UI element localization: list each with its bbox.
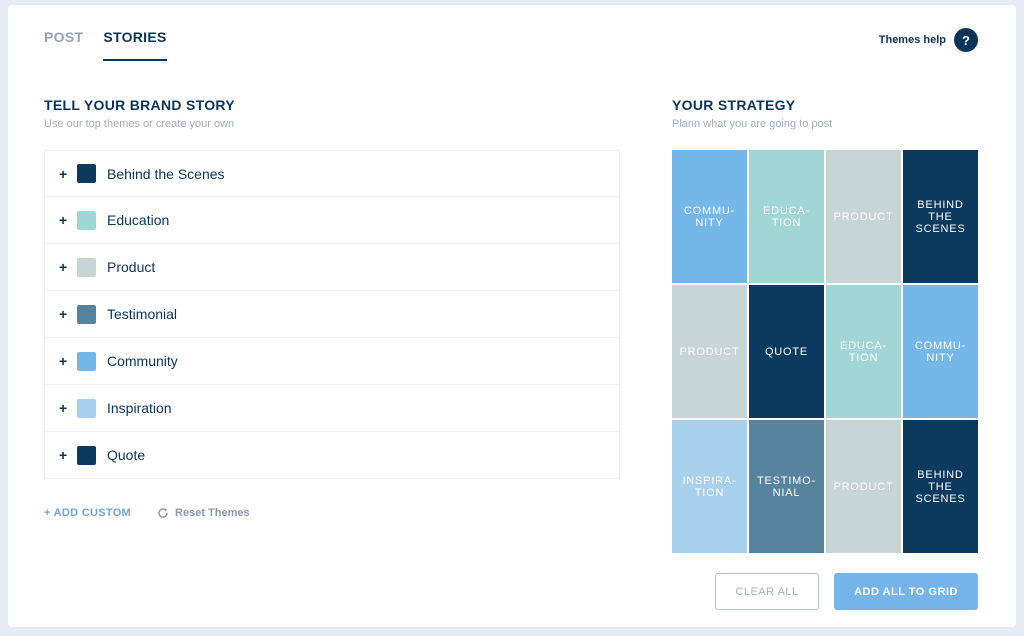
- theme-row-education[interactable]: + Education: [44, 197, 620, 244]
- theme-row-inspiration[interactable]: + Inspiration: [44, 385, 620, 432]
- tab-post[interactable]: POST: [44, 29, 84, 45]
- theme-label: Inspiration: [107, 400, 172, 416]
- theme-row-behind-the-scenes[interactable]: + Behind the Scenes: [44, 150, 620, 197]
- question-icon[interactable]: ?: [954, 28, 978, 52]
- themes-help-label: Themes help: [878, 34, 946, 46]
- grid-tile[interactable]: COMMU- NITY: [903, 285, 978, 418]
- themes-help[interactable]: Themes help ?: [879, 28, 978, 52]
- theme-swatch: [77, 257, 96, 277]
- strategy-subtitle: Plann what you are going to post: [672, 118, 833, 130]
- grid-tile[interactable]: EDUCA- TION: [749, 150, 824, 283]
- theme-actions: + ADD CUSTOM Reset Themes: [44, 507, 250, 519]
- tab-bar: POST STORIES: [44, 29, 167, 61]
- theme-row-quote[interactable]: + Quote: [44, 432, 620, 479]
- plus-icon: +: [59, 400, 68, 416]
- grid-tile[interactable]: BEHIND THE SCENES: [903, 420, 978, 553]
- strategy-grid: COMMU- NITY EDUCA- TION PRODUCT BEHIND T…: [672, 150, 978, 553]
- brand-story-subtitle: Use our top themes or create your own: [44, 118, 235, 130]
- grid-tile[interactable]: PRODUCT: [826, 420, 901, 553]
- theme-list: + Behind the Scenes + Education + Produc…: [44, 150, 620, 479]
- tab-stories[interactable]: STORIES: [103, 29, 167, 61]
- plus-icon: +: [59, 212, 68, 228]
- grid-tile[interactable]: QUOTE: [749, 285, 824, 418]
- theme-label: Product: [107, 259, 156, 275]
- grid-tile[interactable]: COMMU- NITY: [672, 150, 747, 283]
- theme-swatch: [77, 351, 96, 371]
- grid-tile[interactable]: PRODUCT: [672, 285, 747, 418]
- add-custom-button[interactable]: + ADD CUSTOM: [44, 507, 132, 519]
- theme-label: Community: [107, 353, 178, 369]
- strategy-title: YOUR STRATEGY: [672, 97, 796, 113]
- grid-tile[interactable]: BEHIND THE SCENES: [903, 150, 978, 283]
- reset-themes-label: Reset Themes: [175, 507, 250, 519]
- refresh-icon: [158, 508, 168, 518]
- themes-panel: POST STORIES Themes help ? TELL YOUR BRA…: [8, 5, 1016, 627]
- reset-themes-button[interactable]: Reset Themes: [157, 507, 250, 519]
- theme-row-testimonial[interactable]: + Testimonial: [44, 291, 620, 338]
- plus-icon: +: [59, 165, 68, 182]
- grid-tile[interactable]: INSPIRA- TION: [672, 420, 747, 553]
- plus-icon: +: [59, 353, 68, 369]
- theme-label: Behind the Scenes: [107, 165, 225, 182]
- plus-icon: +: [59, 306, 68, 322]
- theme-swatch: [77, 445, 96, 465]
- theme-label: Quote: [107, 447, 146, 463]
- add-all-to-grid-button[interactable]: ADD ALL TO GRID: [834, 573, 978, 610]
- theme-swatch: [77, 164, 96, 183]
- theme-swatch: [77, 304, 96, 324]
- theme-swatch: [77, 398, 96, 418]
- theme-row-product[interactable]: + Product: [44, 244, 620, 291]
- theme-label: Education: [107, 212, 170, 228]
- grid-tile[interactable]: PRODUCT: [826, 150, 901, 283]
- clear-all-button[interactable]: CLEAR ALL: [715, 573, 819, 610]
- theme-swatch: [77, 210, 96, 230]
- brand-story-title: TELL YOUR BRAND STORY: [44, 97, 235, 113]
- theme-row-community[interactable]: + Community: [44, 338, 620, 385]
- plus-icon: +: [59, 447, 68, 463]
- grid-tile[interactable]: EDUCA- TION: [826, 285, 901, 418]
- theme-label: Testimonial: [107, 306, 178, 322]
- plus-icon: +: [59, 259, 68, 275]
- grid-tile[interactable]: TESTIMO- NIAL: [749, 420, 824, 553]
